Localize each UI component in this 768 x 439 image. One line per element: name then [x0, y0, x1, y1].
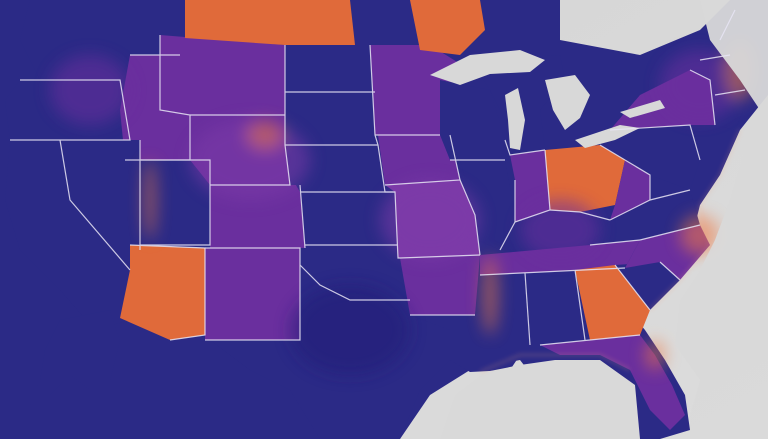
region-kansas[interactable] [300, 192, 398, 245]
region-montana[interactable] [160, 35, 285, 115]
lake-superior [430, 50, 545, 85]
region-california[interactable] [5, 140, 130, 330]
region-wisconsin[interactable] [440, 80, 505, 160]
region-canada-northeast[interactable] [410, 0, 485, 55]
state-borders [10, 9, 746, 346]
region-canada-north[interactable] [185, 0, 355, 45]
region-north-dakota[interactable] [285, 45, 370, 92]
region-ohio[interactable] [545, 145, 625, 212]
region-alaska[interactable] [30, 310, 120, 405]
lake-michigan [505, 88, 525, 150]
region-washington[interactable] [20, 0, 185, 80]
region-louisiana[interactable] [410, 315, 520, 372]
region-oklahoma[interactable] [300, 248, 410, 300]
region-virginia[interactable] [590, 190, 700, 245]
region-iowa[interactable] [378, 135, 460, 185]
region-arizona[interactable] [120, 245, 205, 340]
gulf-of-mexico [440, 360, 640, 439]
region-alabama[interactable] [525, 270, 585, 345]
region-georgia[interactable] [575, 265, 650, 340]
coastline [479, 129, 741, 373]
region-nebraska[interactable] [285, 145, 385, 192]
region-south-dakota[interactable] [285, 92, 378, 145]
region-arkansas[interactable] [400, 255, 480, 315]
region-idaho[interactable] [120, 55, 190, 160]
atlantic-ocean [675, 0, 768, 439]
region-south-carolina[interactable] [615, 262, 680, 310]
great-lakes [430, 50, 665, 150]
lake-erie [575, 125, 640, 148]
region-new-mexico[interactable] [205, 248, 300, 340]
lake-ontario [620, 100, 665, 118]
region-illinois[interactable] [460, 160, 515, 250]
region-indiana[interactable] [510, 150, 550, 222]
region-utah[interactable] [140, 160, 210, 245]
region-pennsylvania[interactable] [600, 125, 700, 190]
region-colorado[interactable] [210, 185, 305, 248]
region-nevada[interactable] [60, 140, 140, 270]
lake-huron [545, 75, 590, 130]
